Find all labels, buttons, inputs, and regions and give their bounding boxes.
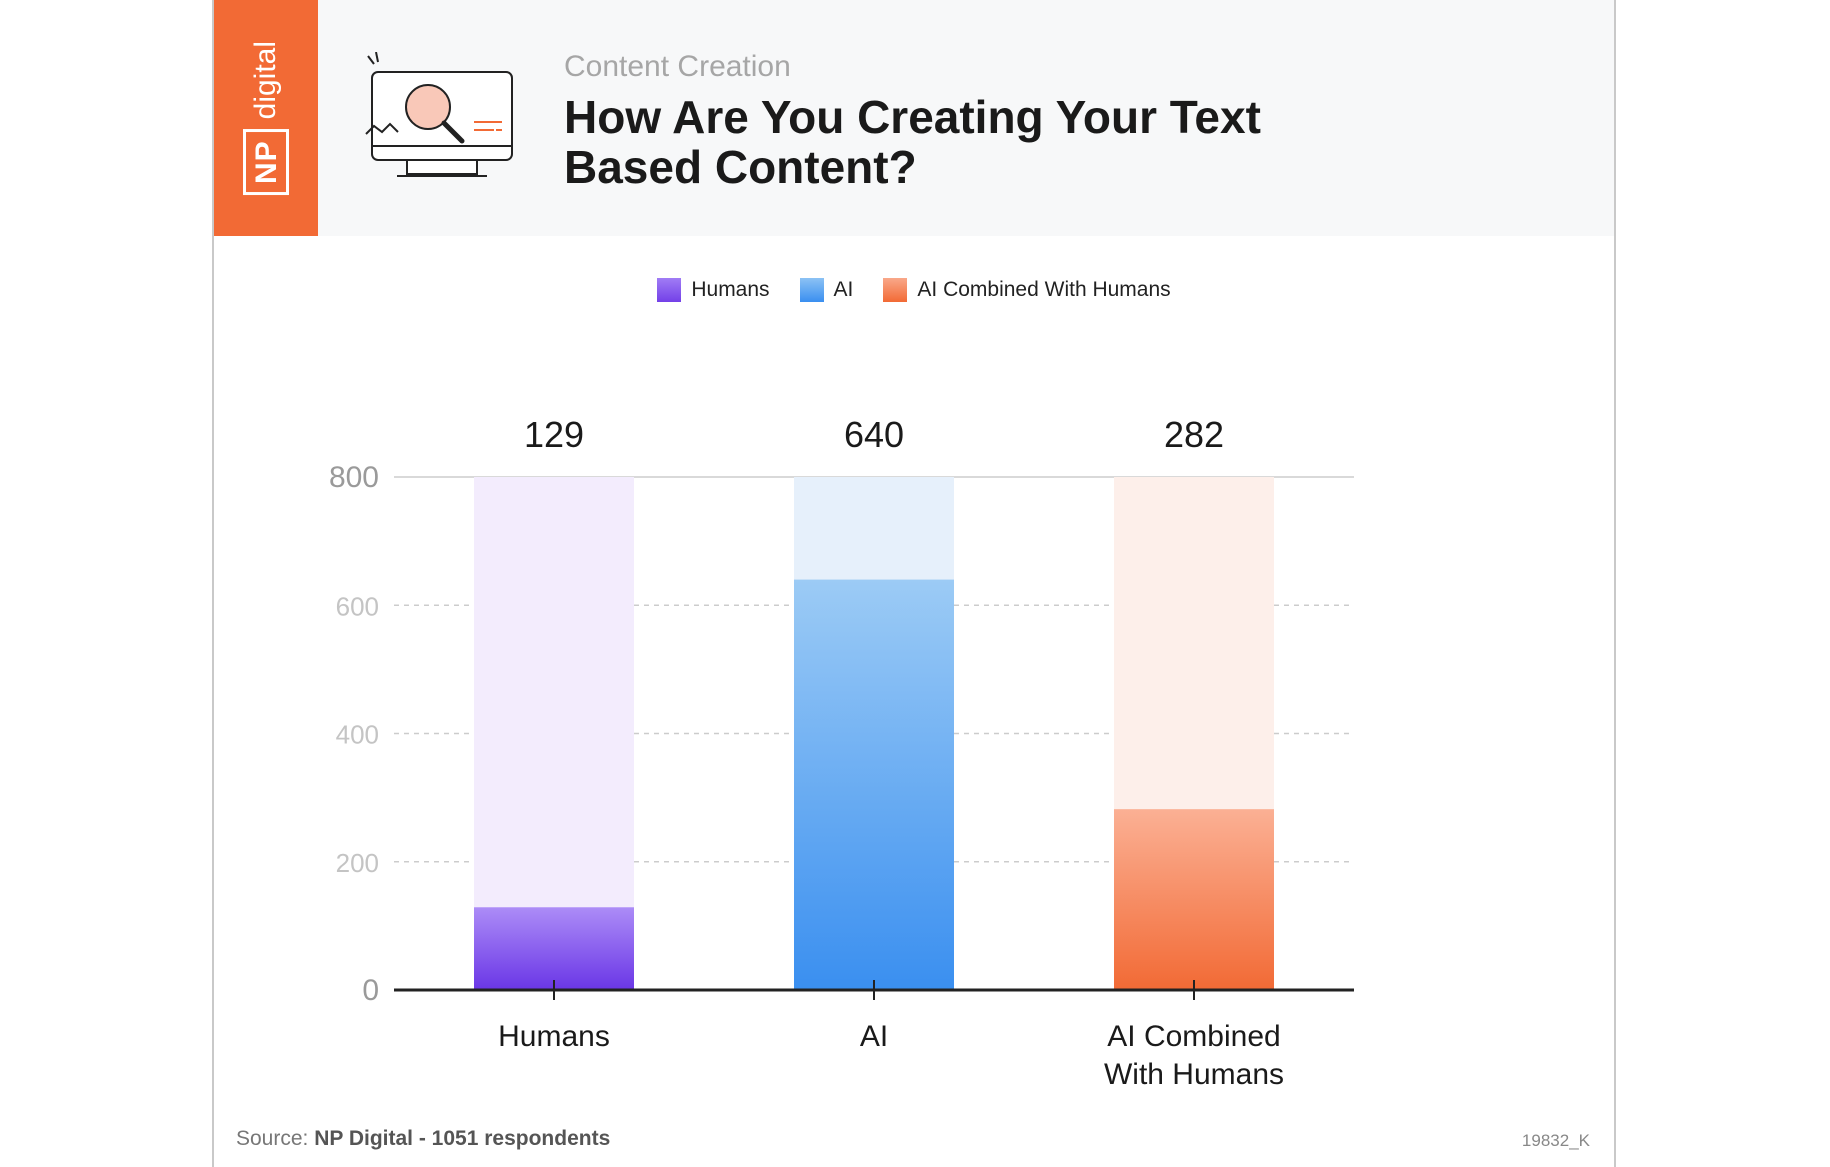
purple-square-icon: [657, 278, 682, 302]
legend-label: Humans: [691, 278, 770, 301]
x-tick-label: AI: [860, 1020, 888, 1053]
legend-item-ai-combined: AI Combined With Humans: [883, 278, 1171, 302]
y-tick-label: 400: [336, 720, 379, 750]
brand-word: digital: [249, 40, 282, 120]
brand-logo: NP digital: [214, 0, 318, 236]
header: NP digital Content Creation How Are You …: [214, 0, 1614, 236]
figure-code: 19832_K: [1521, 1131, 1590, 1150]
bar-background: [474, 477, 634, 990]
orange-square-icon: [883, 278, 908, 302]
data-label: 640: [844, 414, 904, 455]
legend-item-ai: AI: [799, 278, 854, 302]
source-note: Source: NP Digital - 1051 respondents: [236, 1127, 610, 1151]
legend-label: AI: [833, 278, 854, 301]
y-tick-label: 200: [336, 848, 379, 878]
infographic-card: NP digital Content Creation How Are You …: [212, 0, 1616, 1167]
x-tick-label: Humans: [498, 1020, 610, 1053]
legend-item-humans: Humans: [657, 278, 770, 302]
bar: [1114, 809, 1274, 990]
y-tick-label: 800: [329, 461, 379, 494]
bar: [794, 579, 954, 990]
monitor-search-icon: [365, 52, 513, 177]
y-tick-label: 600: [336, 591, 379, 621]
blue-square-icon: [799, 278, 824, 302]
bar-chart: 0 200 400 600 800 129 Humans 640 AI 282 AI Combine…: [329, 414, 1354, 1091]
data-label: 129: [524, 414, 584, 455]
subtitle: Content Creation: [564, 50, 791, 83]
data-label: 282: [1164, 414, 1224, 455]
source-label: Source:: [236, 1127, 309, 1150]
source-text: NP Digital - 1051 respondents: [314, 1127, 611, 1150]
legend-label: AI Combined With Humans: [917, 278, 1171, 301]
brand-np: NP: [243, 129, 289, 196]
x-tick-label: AI Combined With Humans: [1104, 1020, 1284, 1091]
bar: [474, 907, 634, 990]
y-tick-label: 0: [362, 974, 379, 1007]
legend: Humans AI AI Combined With Humans: [214, 278, 1614, 302]
page-title: How Are You Creating Your Text Based Con…: [564, 91, 1261, 193]
